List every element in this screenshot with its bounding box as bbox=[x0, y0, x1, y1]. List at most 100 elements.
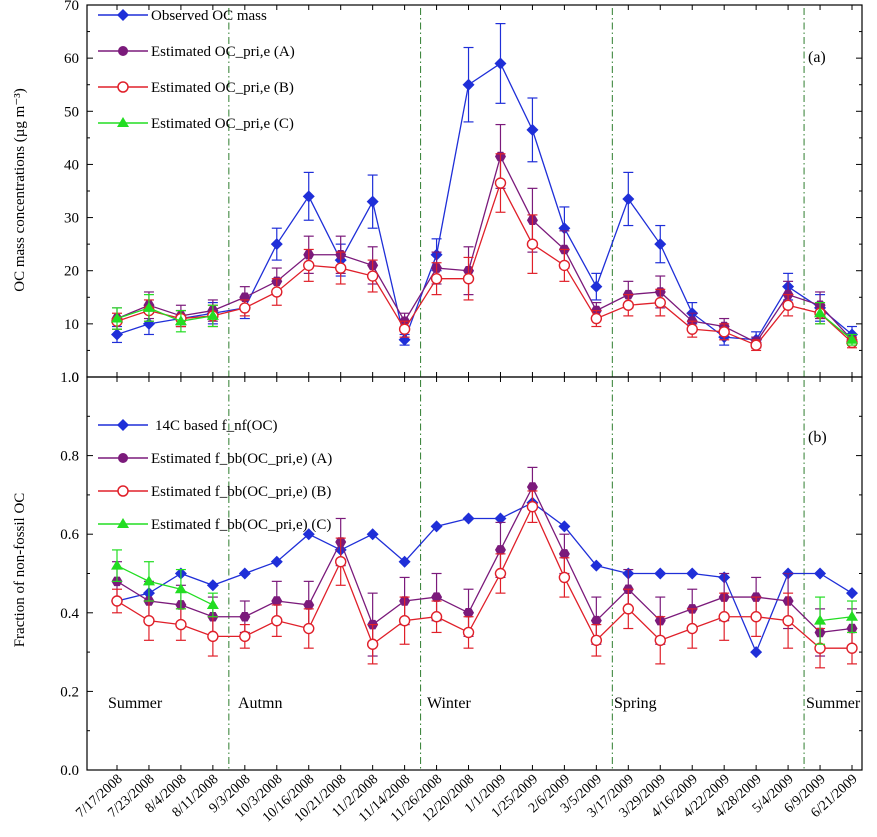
y-tick-label: 40 bbox=[64, 157, 79, 173]
series-line bbox=[116, 485, 853, 634]
data-point bbox=[398, 614, 411, 627]
svg-text:14C based f_nf(OC): 14C based f_nf(OC) bbox=[155, 418, 277, 434]
series-2 bbox=[111, 490, 858, 669]
data-point bbox=[750, 611, 762, 623]
season-label: Spring bbox=[614, 695, 657, 712]
season-label: Winter bbox=[427, 695, 471, 712]
y-tick-label: 1.0 bbox=[60, 370, 79, 386]
data-point bbox=[622, 299, 635, 311]
data-point bbox=[334, 556, 347, 568]
series-0 bbox=[111, 23, 858, 349]
data-point bbox=[239, 611, 251, 622]
panel-b-legend: 14C based f_nf(OC) Estimated f_bb(OC_pri… bbox=[98, 418, 332, 533]
svg-text:Estimated OC_pri,e (C): Estimated OC_pri,e (C) bbox=[151, 116, 294, 132]
data-point bbox=[143, 614, 155, 627]
legend-b-estimated-a: Estimated f_bb(OC_pri,e) (A) bbox=[98, 451, 332, 467]
legend-b-14c: 14C based f_nf(OC) bbox=[98, 418, 277, 434]
data-point bbox=[494, 57, 507, 70]
data-point bbox=[239, 302, 251, 314]
y-tick-label: 20 bbox=[64, 264, 79, 280]
data-point bbox=[206, 579, 219, 592]
data-point bbox=[462, 272, 475, 285]
series-line bbox=[819, 312, 853, 341]
data-point bbox=[366, 528, 379, 541]
data-point bbox=[654, 634, 666, 647]
panel-a-ylabel: OC mass concentrations (µg m⁻³) bbox=[12, 88, 28, 292]
series-1 bbox=[111, 123, 858, 349]
data-point bbox=[430, 520, 443, 533]
data-point bbox=[302, 528, 315, 541]
data-point bbox=[782, 614, 794, 627]
data-point bbox=[366, 638, 379, 650]
series-3 bbox=[111, 549, 858, 645]
data-point bbox=[526, 482, 538, 492]
data-point bbox=[718, 611, 730, 623]
series-line bbox=[116, 154, 853, 344]
data-point bbox=[654, 238, 667, 251]
data-point bbox=[207, 630, 219, 643]
svg-text:Estimated f_bb(OC_pri,e) (A): Estimated f_bb(OC_pri,e) (A) bbox=[151, 451, 332, 467]
data-point bbox=[462, 78, 475, 91]
data-point bbox=[590, 280, 603, 293]
data-point bbox=[366, 195, 379, 208]
data-point bbox=[590, 312, 603, 325]
data-point bbox=[430, 272, 443, 285]
data-point bbox=[590, 615, 602, 626]
data-point bbox=[111, 312, 123, 323]
panel-b-chart: 0.0 0.2 0.4 0.6 0.8 1.0 bbox=[60, 370, 863, 779]
panel-a-chart: 0 10 20 30 40 50 60 70 bbox=[64, 0, 863, 386]
series-line bbox=[116, 181, 853, 346]
data-point bbox=[814, 567, 827, 580]
season-labels: Summer Autmn Winter Spring Summer bbox=[108, 695, 861, 712]
data-point bbox=[398, 323, 411, 335]
data-point bbox=[271, 286, 283, 298]
season-label: Autmn bbox=[238, 695, 282, 712]
data-point bbox=[174, 583, 187, 594]
data-point bbox=[270, 555, 283, 568]
data-point bbox=[175, 618, 187, 631]
panel-a-legend: Observed OC mass Estimated OC_pri,e (A) … bbox=[98, 8, 295, 132]
data-point bbox=[846, 587, 858, 600]
x-axis-dates: 7/17/20087/23/20088/4/20088/11/20089/3/2… bbox=[73, 772, 860, 826]
y-tick-label: 60 bbox=[64, 51, 79, 67]
data-point bbox=[590, 634, 603, 647]
data-point bbox=[142, 301, 155, 312]
y-tick-label: 0 bbox=[72, 370, 80, 386]
data-point bbox=[366, 270, 379, 282]
data-point bbox=[814, 307, 827, 318]
data-point bbox=[238, 567, 251, 580]
data-point bbox=[334, 262, 347, 274]
data-point bbox=[782, 299, 794, 311]
season-label: Summer bbox=[108, 695, 163, 712]
panel-b-ylabel: Fraction of non-fossil OC bbox=[12, 493, 28, 648]
data-point bbox=[846, 610, 858, 621]
panel-a-label: (a) bbox=[808, 49, 826, 66]
data-point bbox=[846, 333, 858, 344]
panel-b-label: (b) bbox=[808, 429, 827, 446]
data-point bbox=[494, 567, 507, 580]
svg-text:Estimated f_bb(OC_pri,e) (C): Estimated f_bb(OC_pri,e) (C) bbox=[151, 517, 331, 533]
svg-text:Estimated OC_pri,e (B): Estimated OC_pri,e (B) bbox=[151, 80, 294, 96]
series-line bbox=[116, 565, 214, 606]
series-line bbox=[819, 616, 853, 622]
data-point bbox=[558, 571, 571, 584]
data-point bbox=[494, 177, 507, 189]
data-point bbox=[430, 611, 443, 623]
data-point bbox=[111, 328, 123, 341]
y-tick-label: 0.2 bbox=[60, 684, 79, 700]
y-tick-label: 0.4 bbox=[60, 606, 79, 622]
data-point bbox=[750, 339, 762, 351]
data-point bbox=[111, 559, 123, 570]
legend-a-estimated-c: Estimated OC_pri,e (C) bbox=[98, 116, 294, 132]
data-point bbox=[302, 190, 315, 203]
data-point bbox=[174, 315, 187, 326]
data-point bbox=[239, 630, 251, 643]
data-point bbox=[846, 642, 858, 654]
data-point bbox=[303, 622, 315, 635]
y-tick-label: 50 bbox=[64, 104, 79, 120]
svg-text:Observed OC mass: Observed OC mass bbox=[151, 8, 267, 24]
data-point bbox=[622, 603, 635, 615]
data-point bbox=[206, 309, 219, 320]
data-point bbox=[526, 500, 539, 513]
